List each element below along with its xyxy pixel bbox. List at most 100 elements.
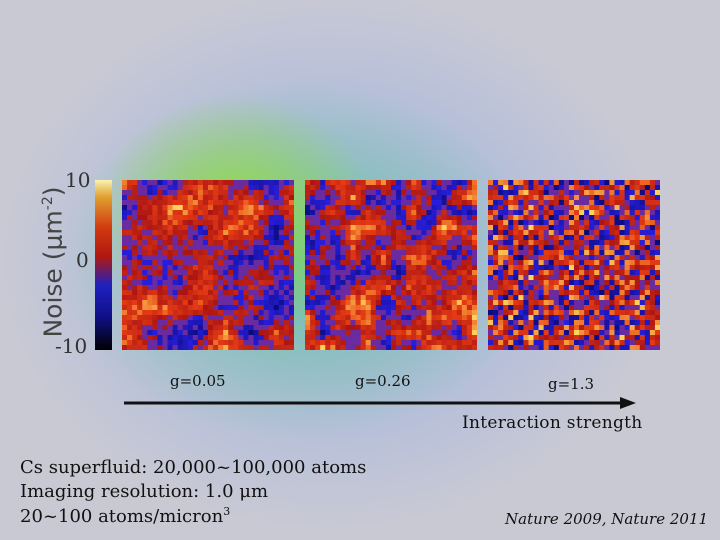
noise-pixel — [375, 290, 382, 296]
noise-pixel — [385, 250, 392, 256]
noise-pixel — [471, 235, 477, 241]
noise-pixel — [466, 270, 473, 276]
noise-pixel — [609, 260, 615, 266]
noise-pixel — [589, 295, 595, 301]
noise-pixel — [268, 210, 275, 216]
noise-pixel — [325, 300, 331, 306]
noise-pixel — [330, 230, 336, 236]
noise-pixel — [624, 290, 630, 296]
noise-pixel — [451, 255, 458, 261]
noise-pixel — [614, 340, 620, 346]
noise-pixel — [513, 290, 519, 296]
noise-pixel — [177, 185, 184, 191]
noise-pixel — [401, 260, 407, 266]
noise-pixel — [152, 230, 158, 236]
noise-pixel — [315, 235, 321, 241]
noise-pixel — [421, 240, 427, 246]
noise-pixel — [263, 280, 270, 286]
noise-pixel — [335, 180, 341, 186]
noise-pixel — [563, 205, 570, 211]
noise-pixel — [568, 335, 575, 341]
noise-pixel — [340, 310, 346, 316]
noise-pixel — [609, 320, 615, 326]
noise-pixel — [197, 205, 204, 211]
noise-pixel — [228, 245, 234, 251]
noise-pixel — [411, 310, 417, 316]
noise-pixel — [223, 240, 229, 246]
noise-pixel — [197, 210, 204, 216]
noise-pixel — [426, 325, 432, 331]
noise-pixel — [127, 235, 133, 241]
noise-pixel — [167, 345, 173, 350]
noise-pixel — [228, 315, 234, 321]
noise-pixel — [421, 275, 427, 281]
noise-pixel — [172, 290, 178, 296]
noise-pixel — [629, 280, 636, 286]
noise-pixel — [142, 235, 148, 241]
noise-pixel — [553, 280, 560, 286]
noise-pixel — [228, 295, 234, 301]
noise-pixel — [157, 255, 163, 261]
noise-pixel — [639, 340, 646, 346]
noise-pixel — [654, 320, 660, 326]
noise-pixel — [574, 285, 580, 291]
noise-pixel — [568, 255, 575, 261]
noise-pixel — [533, 215, 539, 221]
noise-pixel — [614, 220, 620, 226]
noise-pixel — [283, 250, 290, 256]
noise-pixel — [654, 265, 660, 271]
noise-pixel — [360, 325, 367, 331]
noise-pixel — [268, 245, 275, 251]
noise-pixel — [508, 300, 514, 306]
noise-pixel — [624, 295, 630, 301]
noise-pixel — [624, 210, 630, 216]
noise-pixel — [461, 235, 468, 241]
noise-pixel — [508, 210, 514, 216]
noise-pixel — [451, 205, 458, 211]
noise-pixel — [142, 275, 148, 281]
noise-pixel — [305, 335, 311, 341]
noise-pixel — [589, 300, 595, 306]
noise-pixel — [396, 230, 402, 236]
noise-pixel — [218, 275, 224, 281]
noise-pixel — [654, 310, 660, 316]
noise-pixel — [182, 310, 189, 316]
noise-pixel — [137, 290, 143, 296]
noise-pixel — [553, 295, 560, 301]
noise-pixel — [624, 185, 630, 191]
noise-pixel — [493, 245, 499, 251]
noise-pixel — [238, 180, 244, 186]
noise-pixel — [278, 295, 285, 301]
noise-pixel — [604, 265, 610, 271]
noise-pixel — [456, 315, 463, 321]
noise-pixel — [320, 345, 326, 350]
noise-pixel — [599, 285, 605, 291]
noise-pixel — [278, 260, 285, 266]
noise-pixel — [574, 275, 580, 281]
noise-pixel — [644, 240, 651, 246]
noise-pixel — [574, 215, 580, 221]
noise-pixel — [268, 335, 275, 341]
noise-pixel — [345, 310, 351, 316]
noise-pixel — [218, 185, 224, 191]
noise-pixel — [218, 245, 224, 251]
noise-pixel — [538, 280, 544, 286]
noise-pixel — [543, 260, 550, 266]
noise-pixel — [471, 305, 477, 311]
noise-pixel — [416, 275, 422, 281]
noise-pixel — [553, 330, 560, 336]
noise-pixel — [213, 230, 219, 236]
noise-pixel — [310, 290, 316, 296]
noise-pixel — [401, 275, 407, 281]
noise-pixel — [122, 260, 128, 266]
noise-pixel — [177, 225, 184, 231]
noise-pixel — [325, 275, 331, 281]
noise-pixel — [345, 190, 351, 196]
noise-pixel — [132, 230, 138, 236]
noise-pixel — [579, 300, 585, 306]
noise-pixel — [538, 210, 544, 216]
noise-pixel — [456, 260, 463, 266]
noise-pixel — [187, 325, 194, 331]
noise-pixel — [426, 180, 432, 186]
noise-pixel — [431, 230, 437, 236]
